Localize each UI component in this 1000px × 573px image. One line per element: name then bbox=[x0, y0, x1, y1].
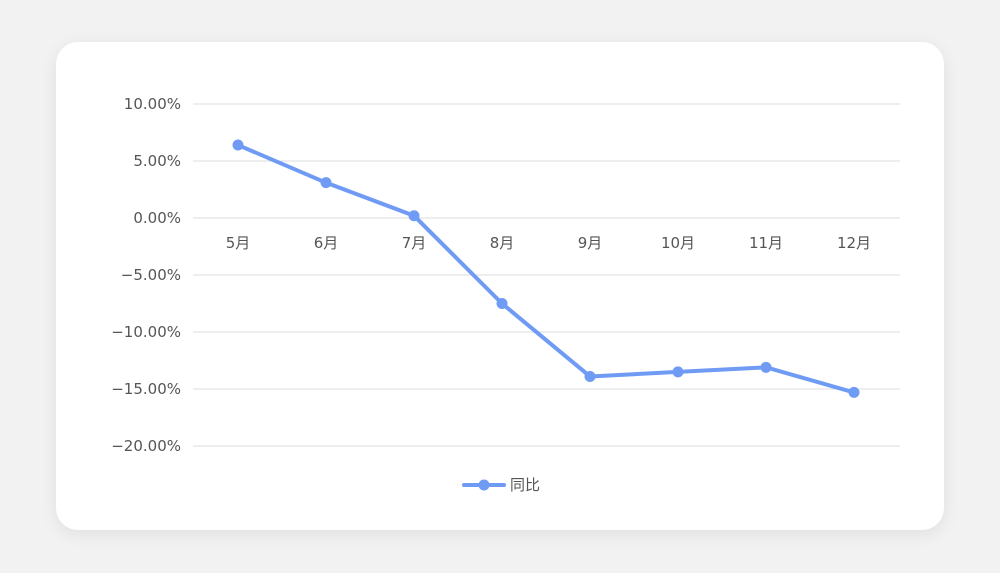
x-tick-label: 11月 bbox=[749, 234, 783, 252]
x-tick-label: 6月 bbox=[314, 234, 339, 252]
x-tick-label: 8月 bbox=[490, 234, 515, 252]
y-tick-label: −15.00% bbox=[111, 380, 181, 398]
x-tick-label: 12月 bbox=[837, 234, 871, 252]
data-point bbox=[848, 386, 860, 398]
legend-label: 同比 bbox=[510, 476, 540, 494]
data-point bbox=[232, 139, 244, 151]
x-tick-label: 10月 bbox=[661, 234, 695, 252]
chart-card bbox=[56, 42, 944, 530]
legend-marker bbox=[478, 479, 490, 491]
y-tick-label: 10.00% bbox=[124, 95, 181, 113]
y-tick-label: 5.00% bbox=[133, 152, 181, 170]
data-point bbox=[496, 298, 508, 309]
gridlines bbox=[193, 103, 900, 447]
series-group bbox=[232, 139, 860, 398]
y-tick-label: −5.00% bbox=[121, 266, 181, 284]
y-axis-tick-labels: 10.00% 5.00% 0.00% −5.00% −10.00% −15.00% −20.… bbox=[111, 95, 181, 455]
data-point bbox=[672, 366, 684, 378]
data-point bbox=[760, 361, 772, 373]
data-point bbox=[320, 177, 332, 189]
data-point bbox=[408, 210, 420, 222]
legend: 同比 bbox=[462, 476, 540, 494]
x-tick-label: 9月 bbox=[578, 234, 603, 252]
y-tick-label: 0.00% bbox=[133, 209, 181, 227]
x-tick-label: 5月 bbox=[226, 234, 251, 252]
data-point bbox=[584, 370, 596, 382]
x-axis-tick-labels: 5月 6月 7月 8月 9月 10月 11月 12月 bbox=[226, 234, 871, 252]
y-tick-label: −10.00% bbox=[111, 323, 181, 341]
y-tick-label: −20.00% bbox=[111, 437, 181, 455]
x-tick-label: 7月 bbox=[402, 234, 427, 252]
series-line bbox=[236, 143, 856, 395]
